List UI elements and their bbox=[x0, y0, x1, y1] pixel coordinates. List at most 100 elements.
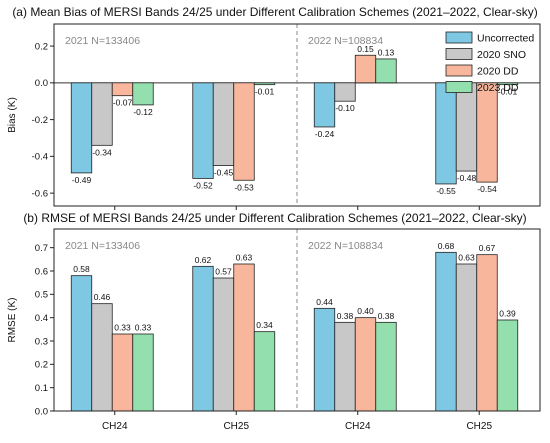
legend-swatch bbox=[445, 64, 473, 77]
period-label: 2022 N=108834 bbox=[308, 35, 383, 47]
data-label: 0.13 bbox=[378, 47, 395, 57]
plot-frame bbox=[53, 228, 541, 412]
bar-2020-dd bbox=[476, 254, 498, 412]
y-tick-label: 0.7 bbox=[35, 243, 48, 254]
bar-2020-sno bbox=[455, 82, 478, 172]
y-axis-label: RMSE (K) bbox=[7, 298, 18, 343]
data-label: -0.55 bbox=[436, 186, 456, 196]
bar-uncorrected bbox=[192, 82, 214, 179]
bar-2023-dd bbox=[496, 319, 519, 412]
legend-swatch bbox=[445, 81, 473, 93]
data-label: -0.12 bbox=[133, 107, 153, 117]
bar-uncorrected bbox=[313, 82, 336, 128]
bar-2020-sno bbox=[212, 82, 235, 166]
y-tick-label: -0.4 bbox=[32, 152, 48, 163]
bar-2020-sno bbox=[91, 82, 113, 146]
y-tick-label: 0.3 bbox=[35, 336, 48, 347]
period-label: 2021 N=133406 bbox=[65, 240, 140, 252]
bar-2020-dd bbox=[354, 54, 377, 84]
data-label: -0.45 bbox=[214, 168, 234, 178]
panel-title: (b) RMSE of MERSI Bands 24/25 under Diff… bbox=[23, 211, 526, 225]
y-tick-label: -0.6 bbox=[32, 188, 48, 199]
bar-2020-sno bbox=[212, 277, 235, 412]
data-label: 0.33 bbox=[135, 323, 152, 333]
legend-swatch bbox=[445, 31, 473, 44]
legend-swatch bbox=[445, 48, 473, 60]
bar-2020-dd bbox=[111, 82, 134, 97]
data-label: -0.10 bbox=[335, 103, 355, 113]
data-label: 0.68 bbox=[438, 241, 455, 251]
y-tick-label: 0.0 bbox=[35, 78, 48, 89]
legend-label: 2020 DD bbox=[477, 66, 519, 78]
data-label: 0.33 bbox=[114, 323, 131, 333]
data-label: 0.44 bbox=[316, 297, 333, 307]
x-tick-label: CH25 bbox=[223, 421, 249, 432]
x-tick-label: CH24 bbox=[102, 421, 128, 432]
data-label: -0.53 bbox=[234, 182, 254, 192]
data-label: -0.52 bbox=[193, 180, 213, 190]
data-label: 0.57 bbox=[215, 267, 232, 277]
y-tick-label: 0.1 bbox=[35, 383, 48, 394]
bar-2020-sno bbox=[334, 321, 356, 412]
legend-label: Uncorrected bbox=[477, 33, 534, 45]
y-tick-label: 0.2 bbox=[35, 360, 48, 371]
bar-2023-dd bbox=[496, 82, 519, 86]
period-label: 2021 N=133406 bbox=[65, 35, 140, 47]
bar-2020-sno bbox=[91, 303, 113, 412]
data-label: 0.63 bbox=[236, 253, 253, 263]
data-label: -0.01 bbox=[255, 87, 275, 97]
bar-2023-dd bbox=[132, 333, 154, 412]
data-label: -0.48 bbox=[457, 173, 477, 183]
legend-label: 2020 SNO bbox=[477, 49, 526, 61]
data-label: -0.01 bbox=[498, 87, 518, 97]
y-tick-label: 0.6 bbox=[35, 266, 48, 277]
data-label: 0.40 bbox=[357, 306, 374, 316]
bar-2020-dd bbox=[111, 333, 134, 412]
plot-frame bbox=[53, 23, 541, 207]
bar-2023-dd bbox=[132, 82, 154, 106]
bar-uncorrected bbox=[70, 82, 93, 174]
bar-uncorrected bbox=[192, 265, 214, 412]
data-label: 0.38 bbox=[337, 311, 354, 321]
data-label: -0.34 bbox=[92, 147, 112, 157]
panel-title: (a) Mean Bias of MERSI Bands 24/25 under… bbox=[12, 5, 537, 19]
bar-2023-dd bbox=[375, 58, 397, 84]
bar-uncorrected bbox=[435, 82, 457, 185]
data-label: 0.58 bbox=[73, 264, 90, 274]
data-label: 0.63 bbox=[458, 253, 475, 263]
data-label: -0.07 bbox=[113, 98, 133, 108]
bar-2020-dd bbox=[233, 82, 255, 181]
y-tick-label: 0.0 bbox=[35, 406, 48, 417]
data-label: 0.62 bbox=[195, 255, 212, 265]
bar-2023-dd bbox=[253, 82, 276, 86]
y-tick-label: -0.2 bbox=[32, 115, 48, 126]
bar-2023-dd bbox=[253, 331, 276, 412]
data-label: -0.24 bbox=[315, 129, 335, 139]
y-tick-label: 0.4 bbox=[35, 313, 48, 324]
period-label: 2022 N=108834 bbox=[308, 240, 383, 252]
data-label: 0.38 bbox=[378, 311, 395, 321]
bar-2020-dd bbox=[233, 263, 255, 412]
bar-uncorrected bbox=[435, 251, 457, 412]
bar-2023-dd bbox=[375, 321, 397, 412]
data-label: 0.39 bbox=[499, 309, 516, 319]
bar-2020-sno bbox=[455, 263, 478, 412]
x-tick-label: CH25 bbox=[466, 421, 492, 432]
y-tick-label: 0.5 bbox=[35, 290, 48, 301]
bar-2020-sno bbox=[334, 82, 356, 102]
y-tick-label: 0.2 bbox=[35, 41, 48, 52]
x-tick-label: CH24 bbox=[345, 421, 371, 432]
bar-uncorrected bbox=[313, 307, 336, 412]
data-label: 0.34 bbox=[256, 320, 273, 330]
legend-label: 2023 DD bbox=[477, 82, 519, 94]
data-label: 0.67 bbox=[479, 243, 496, 253]
bar-2020-dd bbox=[354, 317, 377, 412]
bar-uncorrected bbox=[70, 275, 93, 412]
y-axis-label: Bias (K) bbox=[7, 97, 18, 133]
data-label: 0.15 bbox=[357, 44, 374, 54]
bar-2020-dd bbox=[476, 82, 498, 183]
data-label: -0.54 bbox=[477, 184, 497, 194]
data-label: -0.49 bbox=[72, 175, 92, 185]
